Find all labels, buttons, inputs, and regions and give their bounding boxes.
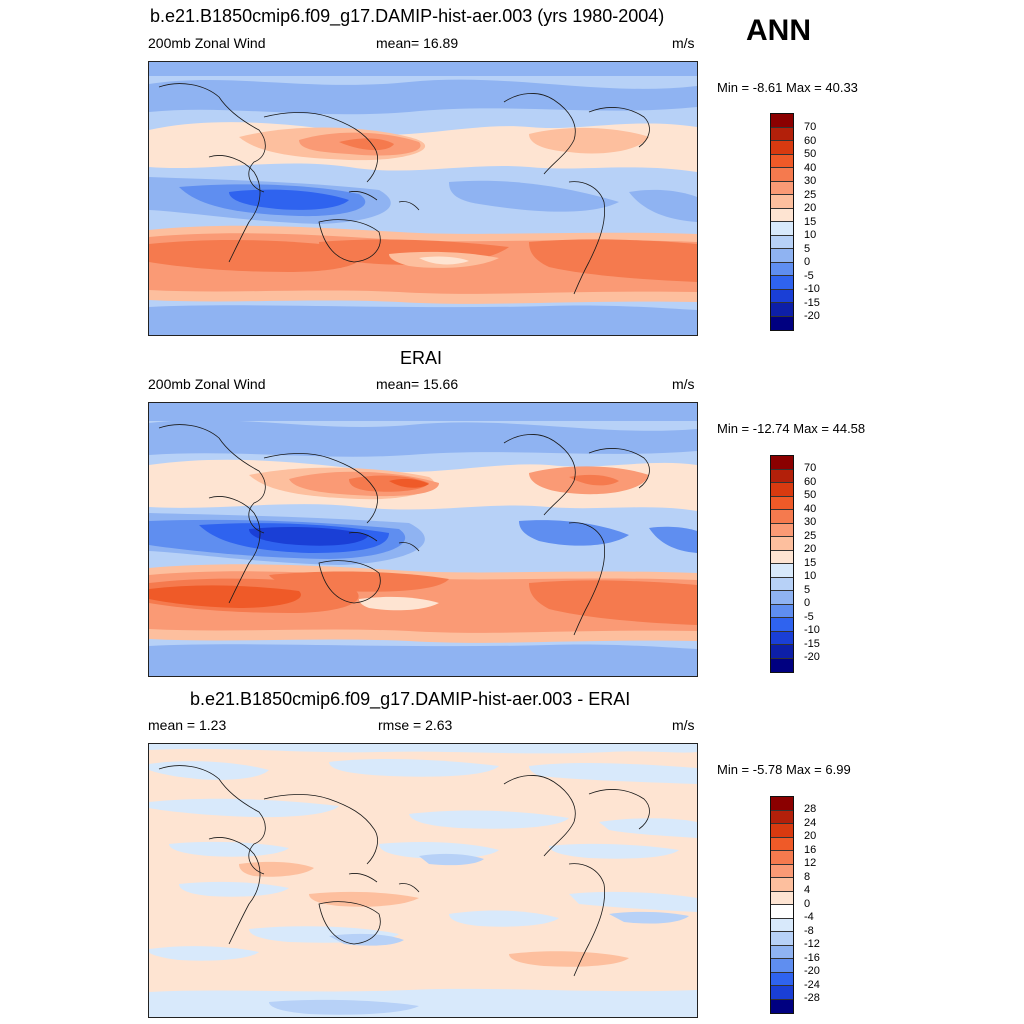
panel2-map — [148, 402, 698, 677]
panel3-colorbar-label: 16 — [804, 843, 817, 856]
panel3-colorbar-label: 20 — [804, 830, 817, 842]
panel2-title: ERAI — [400, 348, 443, 368]
panel3-colorbar-label: -24 — [804, 978, 820, 991]
panel1-colorbar-label: -5 — [804, 269, 814, 282]
panel1-colorbar-label: 5 — [804, 242, 811, 255]
panel2-mean-label: mean= 15.66 — [376, 376, 459, 392]
season-label: ANN — [746, 14, 811, 47]
panel2-colorbar — [770, 455, 794, 673]
panel2-colorbar-label: 70 — [804, 462, 817, 474]
panel3-rmse-label: rmse = 2.63 — [378, 717, 453, 733]
panel1-colorbar — [770, 113, 794, 331]
panel2-colorbar-label: 0 — [804, 597, 811, 609]
panel2-colorbar-label: 50 — [804, 489, 817, 501]
panel2-units-label: m/s — [672, 376, 695, 392]
panel3-title: b.e21.B1850cmip6.f09_g17.DAMIP-hist-aer.… — [190, 689, 631, 709]
panel3-colorbar-label: -20 — [804, 965, 820, 977]
panel3-colorbar-label: 4 — [804, 884, 811, 896]
panel1-colorbar-label: -15 — [804, 296, 820, 309]
panel1-colorbar-label: 0 — [804, 256, 811, 268]
panel1-colorbar-label: -20 — [804, 310, 820, 322]
panel2-colorbar-label: 25 — [804, 529, 817, 542]
panel3-map — [148, 743, 698, 1018]
panel1-colorbar-label: 20 — [804, 202, 817, 214]
panel2-colorbar-label: -10 — [804, 624, 820, 636]
panel1-colorbar-label: 10 — [804, 229, 817, 241]
panel1-colorbar-label: 30 — [804, 175, 817, 187]
panel1-title: b.e21.B1850cmip6.f09_g17.DAMIP-hist-aer.… — [150, 6, 665, 26]
panel3-colorbar-label: -12 — [804, 938, 820, 950]
panel3-colorbar-label: 8 — [804, 870, 811, 883]
panel1-mean-label: mean= 16.89 — [376, 35, 459, 51]
panel1-colorbar-label: 60 — [804, 134, 817, 147]
panel1-colorbar-label: 50 — [804, 148, 817, 160]
panel3-units-label: m/s — [672, 717, 695, 733]
panel3-colorbar-label: -8 — [804, 924, 814, 937]
panel3-colorbar-label: -4 — [804, 911, 814, 923]
panel2-colorbar-label: 30 — [804, 516, 817, 528]
panel1-colorbar-label: -10 — [804, 283, 820, 295]
panel3-colorbar — [770, 796, 794, 1014]
panel1-colorbar-label: 40 — [804, 161, 817, 174]
panel2-colorbar-label: 40 — [804, 502, 817, 515]
panel2-colorbar-label: -5 — [804, 610, 814, 623]
panel3-colorbar-label: -16 — [804, 951, 820, 964]
panel3-colorbar-label: 28 — [804, 803, 817, 815]
panel3-minmax-label: Min = -5.78 Max = 6.99 — [717, 762, 851, 777]
panel3-mean-label: mean = 1.23 — [148, 717, 227, 733]
panel2-colorbar-label: 20 — [804, 543, 817, 555]
panel1-map — [148, 61, 698, 336]
panel2-colorbar-label: 15 — [804, 556, 817, 569]
panel1-variable-label: 200mb Zonal Wind — [148, 35, 266, 51]
panel1-minmax-label: Min = -8.61 Max = 40.33 — [717, 80, 858, 95]
panel2-colorbar-label: -20 — [804, 651, 820, 663]
panel3-colorbar-label: -28 — [804, 992, 820, 1004]
panel2-minmax-label: Min = -12.74 Max = 44.58 — [717, 421, 866, 436]
panel2-colorbar-label: 10 — [804, 570, 817, 582]
panel1-colorbar-label: 15 — [804, 215, 817, 228]
panel2-colorbar-label: 5 — [804, 583, 811, 596]
panel2-colorbar-label: 60 — [804, 475, 817, 488]
panel1-colorbar-label: 25 — [804, 188, 817, 201]
panel2-colorbar-label: -15 — [804, 637, 820, 650]
panel1-units-label: m/s — [672, 35, 695, 51]
panel3-colorbar-label: 12 — [804, 857, 817, 869]
panel3-colorbar-label: 0 — [804, 897, 811, 910]
panel3-colorbar-label: 24 — [804, 816, 817, 829]
panel1-colorbar-label: 70 — [804, 121, 817, 133]
panel2-variable-label: 200mb Zonal Wind — [148, 376, 266, 392]
